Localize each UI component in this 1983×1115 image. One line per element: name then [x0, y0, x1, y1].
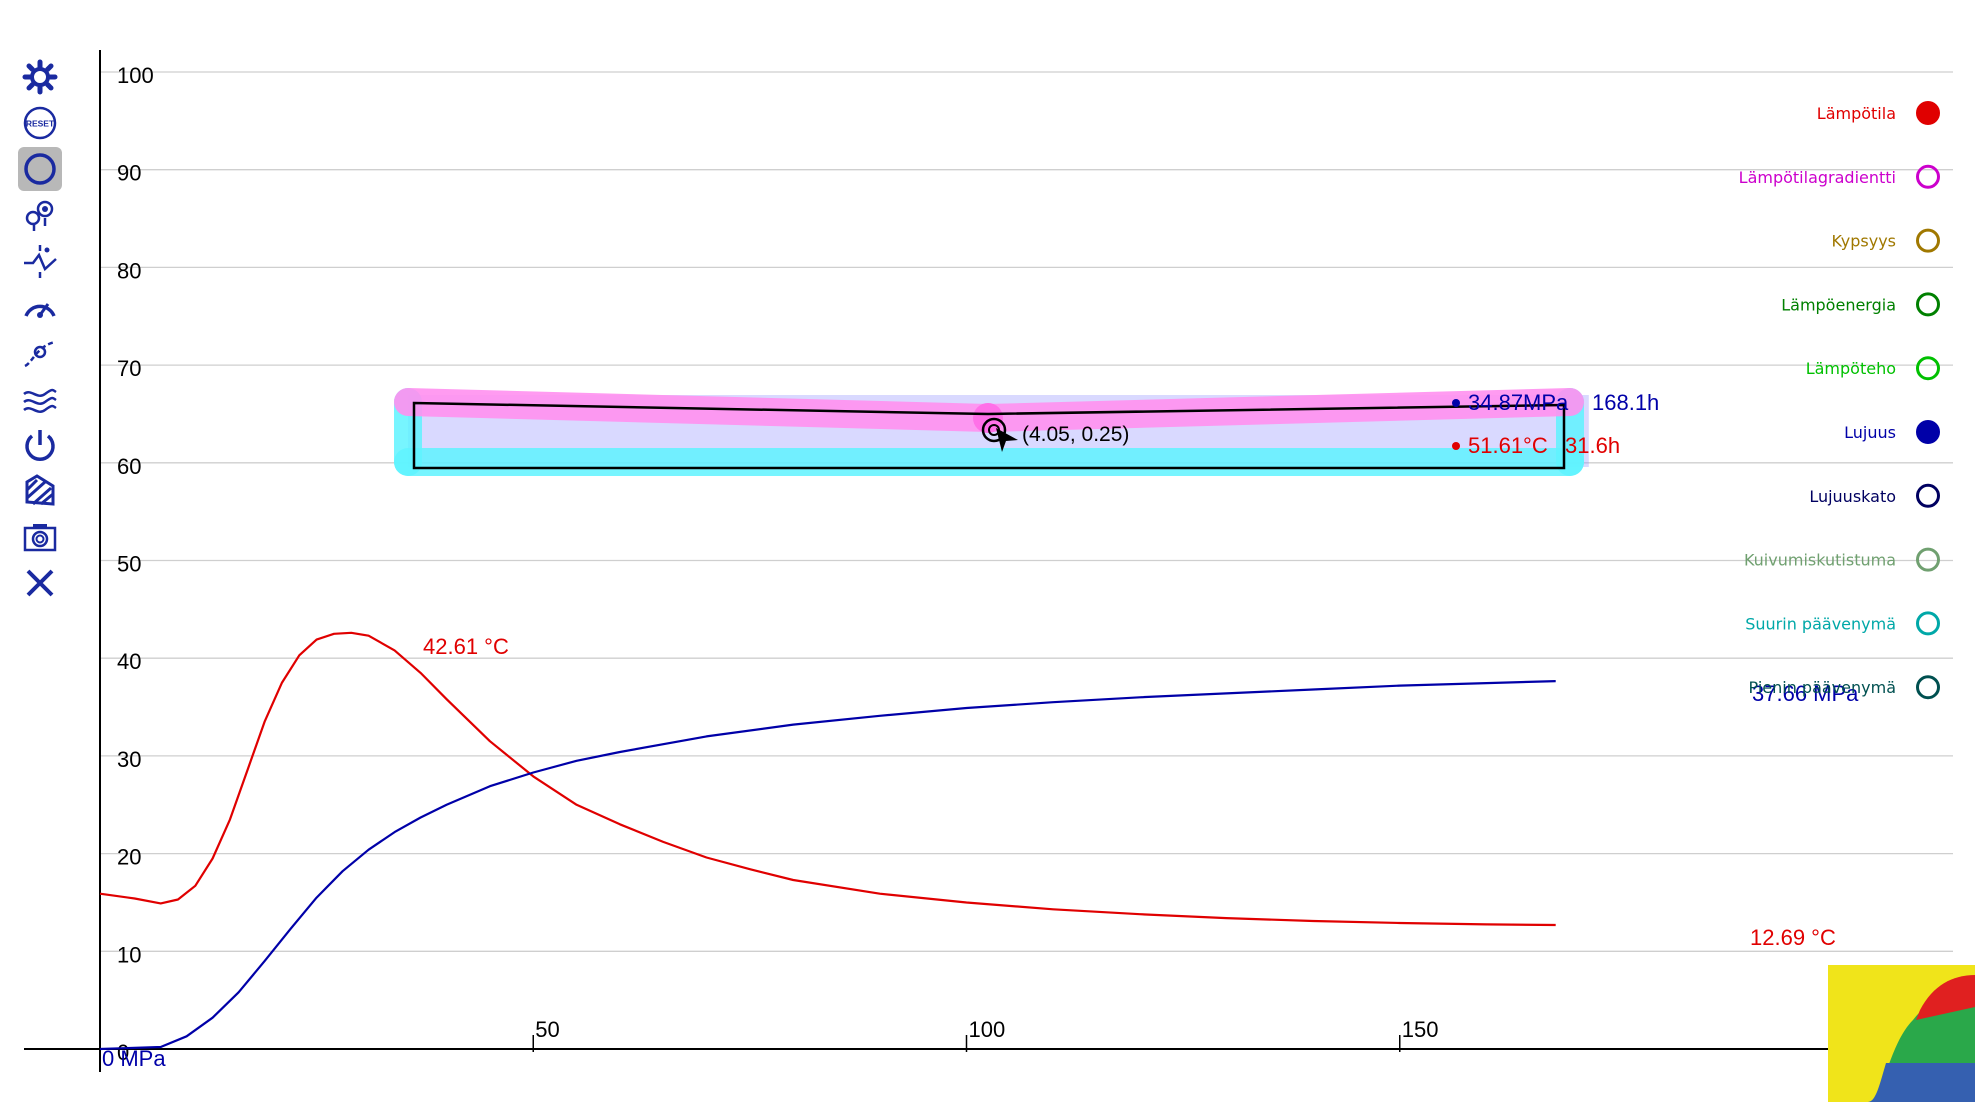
y-tick-label: 100: [117, 63, 154, 88]
y-tick-label: 40: [117, 649, 141, 674]
legend-label: Lämpöenergia: [1781, 295, 1896, 314]
legend-label: Pienin päävenymä: [1749, 678, 1896, 697]
series-line: [99, 680, 1556, 1051]
window-strength-value: 34.87MPa: [1468, 390, 1569, 415]
strength-start-label: 0 MPa: [102, 1046, 166, 1071]
temp-end-label: 12.69 °C: [1750, 925, 1836, 950]
circle-icon: [24, 153, 56, 185]
y-tick-label: 30: [117, 747, 141, 772]
probe-tool-button[interactable]: [18, 193, 62, 237]
legend-label: Suurin päävenymä: [1745, 614, 1896, 633]
cursor-readout: (4.05, 0.25): [1022, 423, 1129, 446]
layers-icon: [25, 474, 55, 506]
power-button[interactable]: [18, 423, 62, 467]
y-tick-label: 10: [117, 942, 141, 967]
camera-icon: [23, 524, 57, 552]
close-icon: [26, 569, 54, 597]
split-tool-button[interactable]: [18, 239, 62, 283]
power-icon: [25, 430, 55, 461]
reset-icon: RESET: [23, 106, 57, 140]
legend-marker: [1916, 228, 1940, 253]
waves-icon: [23, 388, 57, 413]
legend-marker: [1916, 101, 1940, 125]
legend-marker: [1916, 356, 1940, 381]
legend-label: Kypsyys: [1831, 232, 1896, 251]
legend-marker: [1916, 483, 1940, 508]
y-tick-label: 50: [117, 552, 141, 577]
tool-sidebar: RESET: [18, 55, 70, 607]
y-tick-label: 20: [117, 845, 141, 870]
legend-label: Lämpötilagradientti: [1739, 168, 1896, 187]
gauge-icon: [24, 303, 56, 318]
split-icon: [24, 245, 57, 278]
x-tick-label: 150: [1402, 1017, 1439, 1042]
window-temp-time: 31.6h: [1565, 433, 1620, 458]
legend-marker: [1916, 611, 1940, 636]
layers-tool-button[interactable]: [18, 469, 62, 513]
close-button[interactable]: [18, 561, 62, 605]
waves-tool-button[interactable]: [18, 377, 62, 421]
curve-tool-button[interactable]: [18, 331, 62, 375]
y-tick-label: 70: [117, 356, 141, 381]
y-tick-label: 0: [117, 1040, 129, 1065]
temp-peak-label: 42.61 °C: [423, 634, 509, 659]
legend-label: Kuivumiskutistuma: [1744, 551, 1896, 570]
legend-marker: [1916, 420, 1940, 444]
annotation-labels: 42.61 °C 12.69 °C 0 MPa 37.66 MPa 34.87M…: [102, 390, 1859, 1071]
window-strength-dot: [1452, 399, 1460, 407]
svg-text:RESET: RESET: [26, 119, 55, 129]
circle-tool-button[interactable]: [18, 147, 62, 191]
window-strength-time: 168.1h: [1592, 390, 1659, 415]
x-tick-label: 100: [969, 1017, 1006, 1042]
legend-marker: [1916, 675, 1940, 700]
window-temp-dot: [1452, 442, 1460, 450]
series-lines: [99, 631, 1556, 1051]
legend-label: Lujuus: [1844, 423, 1896, 442]
series-line: [99, 631, 1556, 927]
legend-marker: [1916, 292, 1940, 317]
grid-lines: [100, 71, 1953, 952]
legend-label: Lujuuskato: [1809, 487, 1896, 506]
legend-label: Lämpötila: [1817, 104, 1896, 123]
curve-icon: [24, 340, 56, 368]
legend-marker: [1916, 164, 1940, 189]
legend: Lämpötila Lämpötilagradientti Kypsyys Lämpö…: [1739, 101, 1940, 700]
probe-icon: [25, 200, 54, 231]
legend-label: Lämpöteho: [1806, 359, 1896, 378]
settings-button[interactable]: [18, 55, 62, 99]
selection-outline: [412, 401, 1566, 470]
gauge-tool-button[interactable]: [18, 285, 62, 329]
app-logo: [1828, 965, 1975, 1102]
strength-end-label: 37.66 MPa: [1752, 681, 1859, 706]
x-tick-label: 50: [535, 1017, 559, 1042]
y-tick-label: 80: [117, 258, 141, 283]
y-tick-label: 90: [117, 161, 141, 186]
gear-icon: [22, 59, 58, 95]
window-temp-value: 51.61°C: [1468, 433, 1548, 458]
axes: 0 10 20 30 40 50 60 70 80 90 100 50 100 150: [24, 50, 1953, 1072]
cursor-icon: [981, 417, 1018, 452]
legend-marker: [1916, 547, 1940, 572]
camera-button[interactable]: [18, 515, 62, 559]
reset-button[interactable]: RESET: [18, 101, 62, 145]
y-tick-label: 60: [117, 454, 141, 479]
